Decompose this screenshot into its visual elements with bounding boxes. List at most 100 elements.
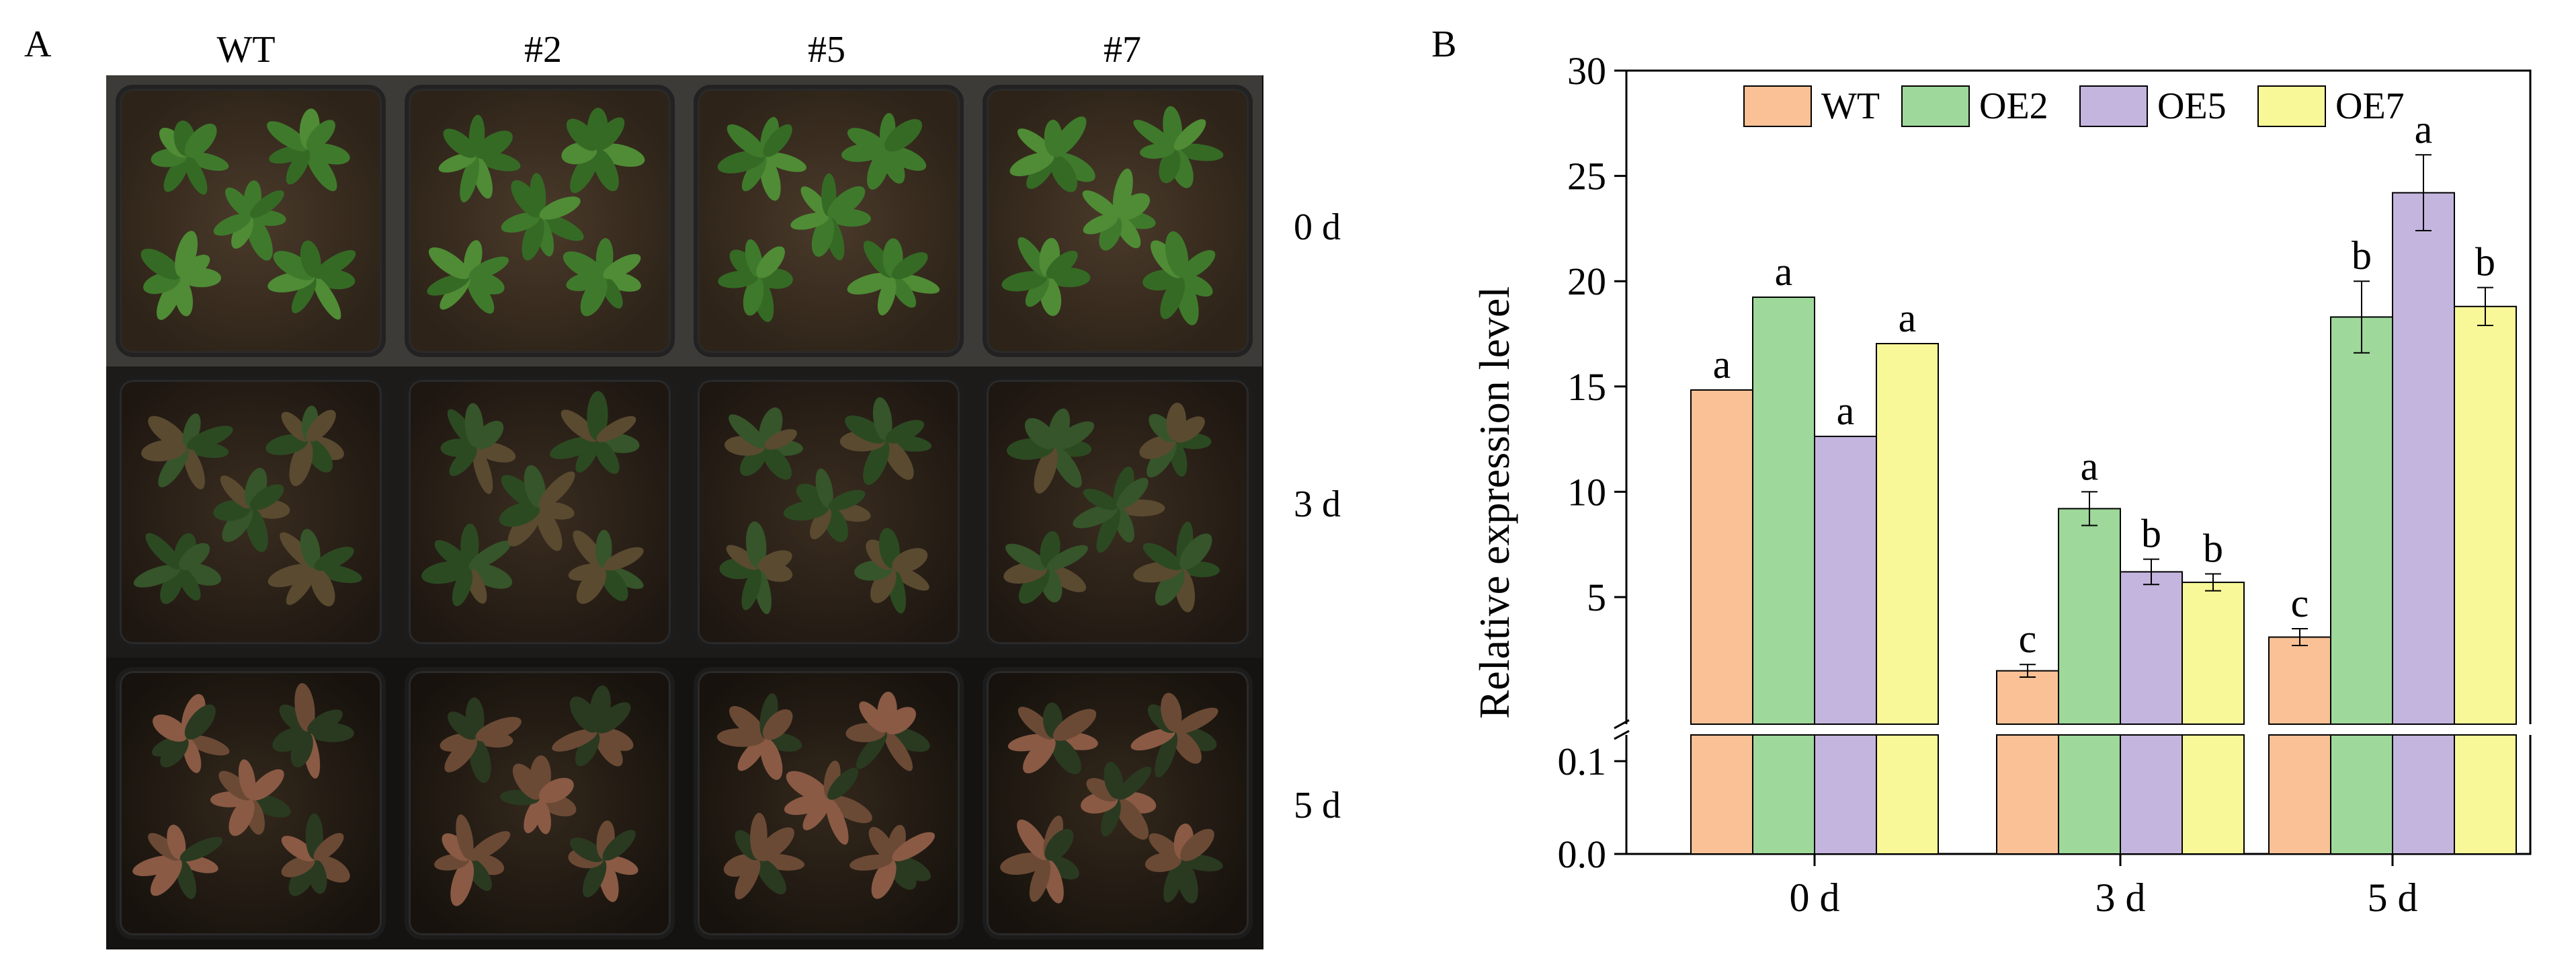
plant-rosette bbox=[1006, 408, 1095, 494]
plant-rosette bbox=[784, 468, 871, 543]
plant-rosette bbox=[267, 529, 362, 607]
plant-rosette bbox=[1139, 402, 1212, 478]
significance-letter: c bbox=[2291, 581, 2309, 625]
bar bbox=[2182, 582, 2245, 725]
plant-tray bbox=[684, 658, 973, 949]
plant-rosette bbox=[717, 116, 806, 201]
bar bbox=[1876, 343, 1939, 725]
plant-rosette bbox=[434, 814, 511, 906]
plant-rosette bbox=[152, 694, 230, 773]
bar-lower bbox=[2330, 734, 2393, 855]
significance-letter: a bbox=[1837, 389, 1855, 433]
bar-lower bbox=[2268, 734, 2331, 855]
plant-rosette bbox=[499, 465, 575, 551]
significance-letter: a bbox=[2415, 107, 2433, 151]
bar bbox=[1814, 436, 1877, 725]
plant-tray bbox=[106, 75, 395, 366]
y-tick-label: 20 bbox=[1567, 260, 1606, 303]
row-label-0d: 0 d bbox=[1294, 206, 1341, 248]
x-tick-label: 5 d bbox=[2368, 875, 2418, 920]
column-label-wt: WT bbox=[216, 29, 276, 71]
legend-swatch bbox=[1743, 85, 1812, 127]
plant-rosette bbox=[1081, 761, 1157, 840]
plant-rosette bbox=[133, 533, 221, 604]
plant-rosette bbox=[1133, 521, 1220, 613]
bar-lower bbox=[2454, 734, 2517, 855]
significance-letter: a bbox=[1775, 249, 1793, 294]
legend-label: OE2 bbox=[1979, 85, 2048, 127]
plant-tray bbox=[973, 75, 1262, 366]
plant-tray bbox=[973, 366, 1262, 658]
plant-rosette bbox=[568, 529, 644, 604]
bar-lower bbox=[1690, 734, 1753, 855]
plant-rosette bbox=[568, 820, 638, 902]
plant-rosette bbox=[1073, 467, 1165, 553]
plant-rosette bbox=[427, 240, 509, 314]
y-tick-label: 10 bbox=[1567, 470, 1606, 514]
plant-rosette bbox=[790, 173, 871, 261]
plant-rosette bbox=[563, 237, 641, 317]
significance-letter: b bbox=[2352, 233, 2372, 278]
legend-label: WT bbox=[1821, 85, 1880, 127]
y-tick-label: 0.1 bbox=[1558, 740, 1607, 783]
bar-lower bbox=[1814, 734, 1877, 855]
plant-rosette bbox=[845, 691, 930, 771]
plant-rosette bbox=[841, 113, 927, 190]
plant-rosette bbox=[1130, 693, 1218, 778]
plant-rosette bbox=[1001, 237, 1091, 316]
y-tick-label: 25 bbox=[1567, 155, 1606, 198]
plant-rosette bbox=[716, 693, 802, 780]
axis-break-mark bbox=[1614, 730, 1630, 740]
plant-rosette bbox=[440, 403, 516, 494]
row-label-5d: 5 d bbox=[1294, 785, 1341, 826]
plant-tray bbox=[395, 366, 684, 658]
bar bbox=[2058, 508, 2121, 725]
bar-lower bbox=[1996, 734, 2059, 855]
plant-rosette bbox=[438, 114, 521, 203]
x-tick-label: 0 d bbox=[1790, 875, 1840, 920]
plant-tray bbox=[684, 366, 973, 658]
y-tick-label: 0.0 bbox=[1558, 832, 1607, 876]
plant-rosette bbox=[132, 824, 223, 900]
plant-rosette bbox=[272, 682, 354, 779]
plant-rosette bbox=[501, 173, 584, 261]
plant-rosette bbox=[1007, 702, 1098, 775]
bar-lower bbox=[1876, 734, 1939, 855]
plant-rosette bbox=[1009, 116, 1095, 192]
plant-rosette bbox=[151, 120, 229, 195]
plant-rosette bbox=[784, 760, 872, 845]
plant-rosette bbox=[1082, 168, 1156, 251]
y-tick-label: 15 bbox=[1567, 365, 1606, 409]
bar bbox=[1752, 297, 1815, 725]
bar-lower bbox=[2120, 734, 2183, 855]
plant-rosette bbox=[499, 755, 577, 834]
plant-rosette bbox=[718, 239, 793, 322]
significance-letter: c bbox=[2019, 617, 2037, 661]
legend-swatch bbox=[2079, 85, 2148, 127]
plant-rosette bbox=[839, 397, 932, 485]
axis-break-mark bbox=[1614, 719, 1630, 730]
plant-rosette bbox=[265, 405, 344, 486]
legend-label: OE5 bbox=[2157, 85, 2227, 127]
plant-tray bbox=[684, 75, 973, 366]
y-tick-label: 5 bbox=[1587, 576, 1606, 619]
plant-rosette bbox=[1133, 106, 1224, 188]
bar-lower bbox=[1752, 734, 1815, 855]
plant-rosette bbox=[1145, 823, 1223, 904]
row-label-3d: 3 d bbox=[1294, 483, 1341, 525]
plant-rosette bbox=[213, 180, 286, 261]
plant-rosette bbox=[267, 240, 356, 320]
legend-swatch bbox=[2257, 85, 2326, 127]
plant-rosette bbox=[561, 108, 645, 194]
plant-rosette bbox=[849, 824, 936, 899]
y-tick-label: 30 bbox=[1567, 54, 1606, 93]
bar-lower bbox=[2058, 734, 2121, 855]
bar bbox=[2120, 571, 2183, 726]
plant-rosette bbox=[719, 521, 793, 615]
plant-rosette bbox=[440, 697, 522, 783]
panel-a-label: A bbox=[24, 24, 52, 65]
bar-lower bbox=[2392, 734, 2455, 855]
plant-rosette bbox=[1142, 231, 1216, 325]
bar bbox=[2268, 636, 2331, 725]
plant-rosette bbox=[550, 391, 640, 474]
